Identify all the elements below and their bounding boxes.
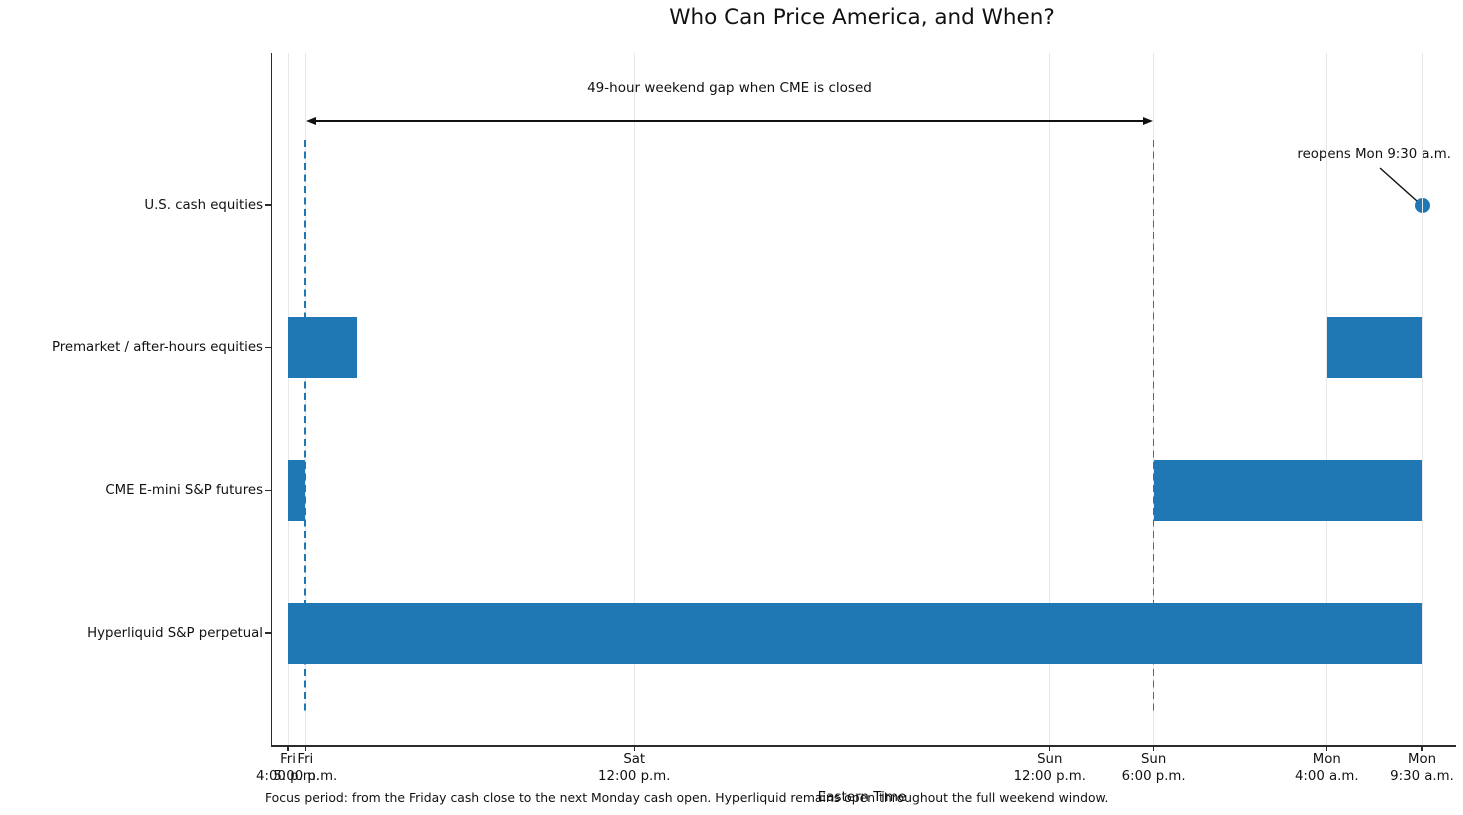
chart-caption: Focus period: from the Friday cash close… [265, 790, 1109, 805]
y-tick-mark [265, 632, 271, 634]
x-gridline [1049, 53, 1051, 746]
timeline-bar [288, 602, 1422, 664]
gap-arrow-right-head [1142, 116, 1153, 125]
y-tick-mark [265, 489, 271, 492]
x-tick-day: Sun [1140, 752, 1167, 767]
x-tick-day: Fri [297, 752, 314, 767]
gap-arrow-left-head [306, 116, 317, 125]
reopen-annotation-leader-line [1379, 167, 1418, 202]
row-label: Premarket / after-hours equities [51, 340, 263, 356]
x-tick-label: Mon 9:30 a.m. [1390, 752, 1454, 785]
x-tick-mark [1326, 746, 1328, 751]
row-label: Hyperliquid S&P perpetual [87, 625, 263, 641]
x-axis-spine [270, 745, 1456, 747]
x-gridline [1421, 53, 1423, 746]
gap-boundary-line-end [1152, 140, 1155, 714]
row-label: U.S. cash equities [144, 197, 263, 213]
timeline-bar [288, 459, 306, 521]
x-tick-mark [1049, 746, 1051, 751]
timeline-bar [1326, 317, 1422, 379]
x-tick-time: 4:00 a.m. [1294, 768, 1359, 784]
timeline-bar [288, 317, 358, 379]
gap-annotation-label: 49-hour weekend gap when CME is closed [587, 80, 872, 96]
x-tick-time: 6:00 p.m. [1121, 768, 1186, 784]
y-axis-spine [270, 53, 273, 747]
x-tick-time: 12:00 p.m. [1013, 768, 1086, 784]
x-tick-time: 9:30 a.m. [1390, 768, 1454, 784]
reopen-annotation-label: reopens Mon 9:30 a.m. [1297, 147, 1451, 162]
row-label: CME E-mini S&P futures [105, 482, 263, 498]
gap-boundary-line-start [304, 140, 307, 714]
x-tick-mark [1421, 746, 1423, 751]
x-gridline [633, 53, 635, 746]
x-tick-mark [304, 746, 306, 751]
x-tick-day: Mon [1312, 752, 1341, 767]
x-axis-label: Eastern Time [817, 789, 907, 805]
x-tick-mark [1153, 746, 1155, 751]
timeline-bar [1153, 459, 1422, 521]
x-tick-day: Sat [623, 752, 646, 767]
y-tick-mark [265, 204, 271, 206]
x-tick-day: Fri [280, 752, 296, 767]
x-gridline [1326, 53, 1328, 746]
x-tick-time: 5:00 p.m. [273, 768, 338, 784]
gap-arrow-line [314, 120, 1145, 122]
y-tick-mark [265, 347, 271, 349]
x-tick-time: 4:00 p.m. [256, 768, 320, 784]
x-tick-label: Fri 5:00 p.m. [273, 752, 337, 785]
x-tick-mark [633, 746, 635, 751]
x-tick-label: Sun 6:00 p.m. [1122, 752, 1186, 785]
x-tick-time: 12:00 p.m. [598, 768, 671, 784]
x-tick-day: Sun [1037, 752, 1063, 767]
chart-title: Who Can Price America, and When? [669, 5, 1055, 30]
x-tick-label: Sat 12:00 p.m. [598, 752, 670, 785]
x-tick-mark [287, 746, 289, 751]
x-gridline [287, 53, 289, 746]
x-tick-label: Mon 4:00 a.m. [1295, 752, 1359, 785]
x-tick-label: Fri 4:00 p.m. [256, 752, 320, 785]
x-tick-day: Mon [1407, 752, 1437, 767]
x-tick-label: Sun 12:00 p.m. [1014, 752, 1086, 785]
